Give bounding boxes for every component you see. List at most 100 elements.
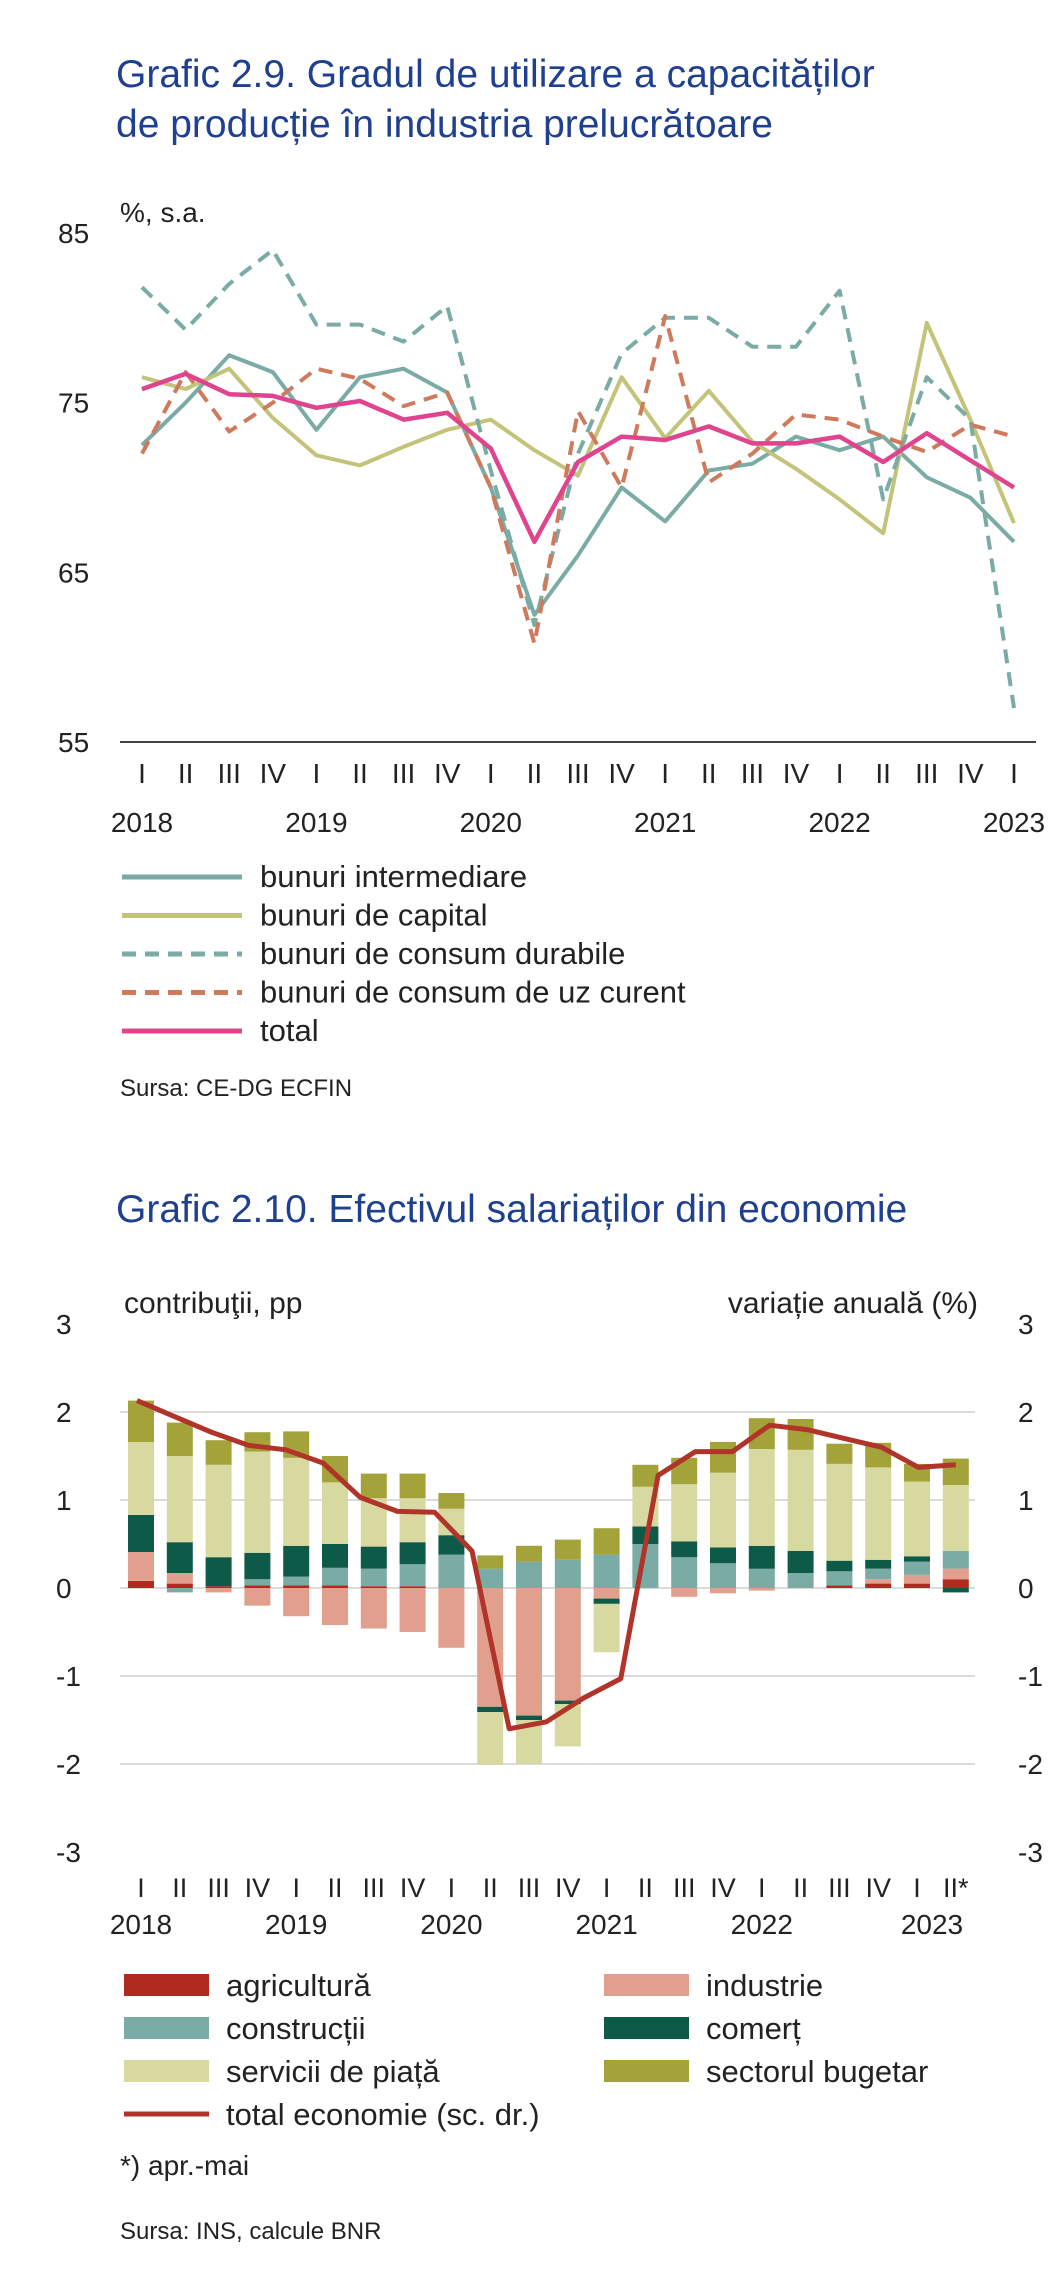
chart2-bar-segment-3 <box>399 1542 426 1565</box>
chart2-legend-swatch <box>124 1974 209 1996</box>
chart2-bar-segment-5 <box>322 1456 348 1483</box>
chart2-bar-segment-0 <box>399 1586 426 1588</box>
chart1-quarter-label: III <box>566 758 589 789</box>
chart1-quarter-label: II <box>352 758 368 789</box>
chart2-quarter-label: II <box>172 1873 187 1903</box>
chart1-quarter-label: IV <box>260 758 287 789</box>
chart1-legend-label: bunuri de consum de uz curent <box>260 975 686 1010</box>
chart2-bar-segment-1 <box>360 1588 387 1629</box>
chart2-quarter-label: III <box>207 1873 230 1903</box>
chart2-quarter-label: I <box>292 1873 300 1903</box>
chart2-bar-segment-3 <box>554 1700 581 1705</box>
chart2-legend-swatch <box>604 1974 689 1996</box>
chart2-bar-segment-3 <box>710 1547 736 1564</box>
chart2-bar-segment-1 <box>128 1551 154 1581</box>
chart2-bar-segment-2 <box>477 1568 504 1588</box>
chart2-bar-segment-4 <box>205 1464 232 1558</box>
chart1-year-label: 2019 <box>285 807 347 838</box>
chart2-bar-segment-4 <box>593 1603 620 1653</box>
chart2-bar-segment-4 <box>244 1451 271 1553</box>
chart2-bar-segment-4 <box>283 1457 310 1546</box>
chart2-year-label: 2020 <box>420 1909 482 1940</box>
chart2-bar-segment-1 <box>438 1588 465 1648</box>
chart2-quarter-label: III <box>828 1873 851 1903</box>
chart2-bar-segment-2 <box>166 1588 193 1593</box>
chart2-bar-segment-4 <box>671 1484 698 1542</box>
chart2-quarter-label: II <box>638 1873 653 1903</box>
chart1-series-line-4 <box>141 371 1016 545</box>
chart2-bar-segment-4 <box>787 1449 814 1551</box>
chart2-legend-swatch <box>124 2017 209 2039</box>
chart1-quarter-label: II <box>527 758 543 789</box>
chart1-source: Sursa: CE-DG ECFIN <box>120 1075 353 1102</box>
chart2-note: *) apr.-mai <box>120 2150 250 2181</box>
chart2-bar-segment-5 <box>399 1473 426 1499</box>
chart1-ytick-label: 75 <box>58 388 89 419</box>
chart2-quarter-label: II* <box>943 1873 969 1903</box>
chart2-bar-segment-3 <box>593 1598 620 1604</box>
chart1-year-label: 2023 <box>983 807 1045 838</box>
chart2-bar-segment-3 <box>671 1541 698 1558</box>
chart1-year-label: 2021 <box>634 807 696 838</box>
chart2-bar-segment-0 <box>942 1579 969 1588</box>
chart1-quarter-label: III <box>218 758 241 789</box>
chart1-quarter-label: III <box>392 758 415 789</box>
chart2-bar-segment-1 <box>516 1588 542 1716</box>
chart2-bar-segment-0 <box>865 1583 892 1588</box>
chart2-quarter-label: I <box>448 1873 456 1903</box>
chart1-quarter-label: IV <box>957 758 984 789</box>
chart1-quarter-label: I <box>836 758 844 789</box>
chart2-bar-segment-3 <box>748 1545 775 1569</box>
chart2-bar-segment-5 <box>710 1441 736 1473</box>
chart2-bar-segment-1 <box>283 1588 310 1617</box>
chart1-legend-label: bunuri de capital <box>260 898 488 933</box>
chart2-ytick-right: 0 <box>1018 1573 1034 1604</box>
chart2-bar-segment-3 <box>128 1515 154 1552</box>
chart2-bar-segment-2 <box>283 1576 310 1586</box>
chart2-bar-segment-0 <box>166 1583 193 1588</box>
chart2-quarter-label: IV <box>710 1873 736 1903</box>
chart2-bar-segment-4 <box>322 1482 348 1544</box>
chart2-bar-segment-5 <box>205 1440 232 1465</box>
chart2-total-line <box>136 1398 956 1732</box>
chart2-bar-segment-3 <box>516 1715 542 1720</box>
chart2-bar-segment-2 <box>787 1573 814 1588</box>
chart2-bar-segment-0 <box>205 1586 232 1588</box>
chart1-legend-label: bunuri intermediare <box>260 859 527 894</box>
chart2-right-label: variație anuală (%) <box>728 1287 978 1320</box>
chart2-bar-segment-0 <box>128 1581 154 1588</box>
chart2-year-label: 2021 <box>575 1909 637 1940</box>
chart1-quarter-label: III <box>741 758 764 789</box>
chart1-quarter-label: IV <box>434 758 461 789</box>
chart2-bar-segment-3 <box>244 1552 271 1580</box>
chart2-bar-segment-5 <box>787 1419 814 1450</box>
chart1-quarter-label: II <box>875 758 891 789</box>
chart1-title-line1: Grafic 2.9. Gradul de utilizare a capaci… <box>116 53 875 96</box>
chart2-bar-segment-4 <box>865 1467 892 1560</box>
chart2-ytick-right: -1 <box>1018 1661 1043 1692</box>
chart2-quarter-label: II <box>327 1873 342 1903</box>
chart2-bar-segment-1 <box>748 1588 775 1591</box>
chart2-bar-segment-3 <box>904 1556 930 1562</box>
chart2-legend-label: construcții <box>226 2011 366 2046</box>
chart2-ytick-left: -1 <box>56 1661 81 1692</box>
chart2-legend-label: sectorul bugetar <box>706 2054 928 2089</box>
chart2-bar-segment-1 <box>593 1588 620 1599</box>
chart2-ytick-left: 2 <box>56 1397 72 1428</box>
chart1-quarter-label: I <box>1010 758 1018 789</box>
chart2-bar-segment-3 <box>787 1551 814 1573</box>
chart2-quarter-label: I <box>603 1873 611 1903</box>
chart2-bar-segment-1 <box>671 1588 698 1597</box>
chart2-ytick-right: 2 <box>1018 1397 1034 1428</box>
chart2-bar-segment-4 <box>826 1463 853 1561</box>
chart2-legend-swatch <box>604 2060 689 2082</box>
chart2-bar-segment-2 <box>904 1561 930 1575</box>
chart1-title-line2: de producție în industria prelucrătoare <box>116 103 773 146</box>
chart2-bar-segment-2 <box>671 1557 698 1588</box>
chart2-bar-segment-3 <box>322 1544 348 1568</box>
chart2-bar-segment-0 <box>322 1585 348 1588</box>
chart2-bar-segment-1 <box>322 1588 348 1625</box>
chart2-bar-segment-0 <box>826 1585 853 1588</box>
chart2-bar-segment-3 <box>205 1557 232 1587</box>
chart2-ytick-left: -2 <box>56 1749 81 1780</box>
